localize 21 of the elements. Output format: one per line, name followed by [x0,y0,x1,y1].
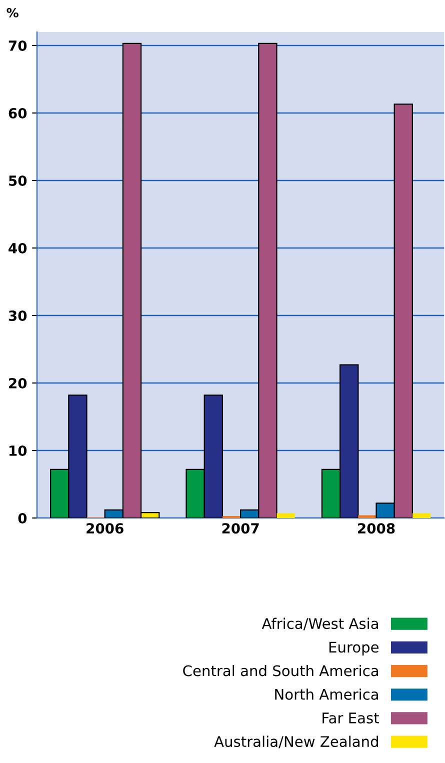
x-tick-label: 2007 [222,523,259,534]
y-tick-label: 60 [8,108,27,118]
bar [412,513,431,518]
legend-label: Australia/New Zealand [214,736,378,748]
y-tick-label: 10 [10,445,27,456]
y-tick-label: 20 [9,378,27,388]
x-tick-label: 2006 [86,523,124,534]
y-tick-label: 0 [18,512,27,524]
legend-label: Africa/West Asia [262,618,378,630]
y-tick-label: 50 [9,175,27,186]
legend-label: Central and South America [183,664,378,676]
y-tick-label: 70 [8,40,27,51]
y-tick-label: 40 [8,242,27,254]
y-axis-title: % [6,8,18,18]
bar [276,513,295,518]
bar [358,515,376,518]
legend-label: Europe [329,642,379,656]
x-tick-label: 2008 [358,523,395,534]
legend-label: North America [275,688,378,700]
y-tick-label: 30 [8,310,27,321]
legend-label: Far East [322,712,379,724]
